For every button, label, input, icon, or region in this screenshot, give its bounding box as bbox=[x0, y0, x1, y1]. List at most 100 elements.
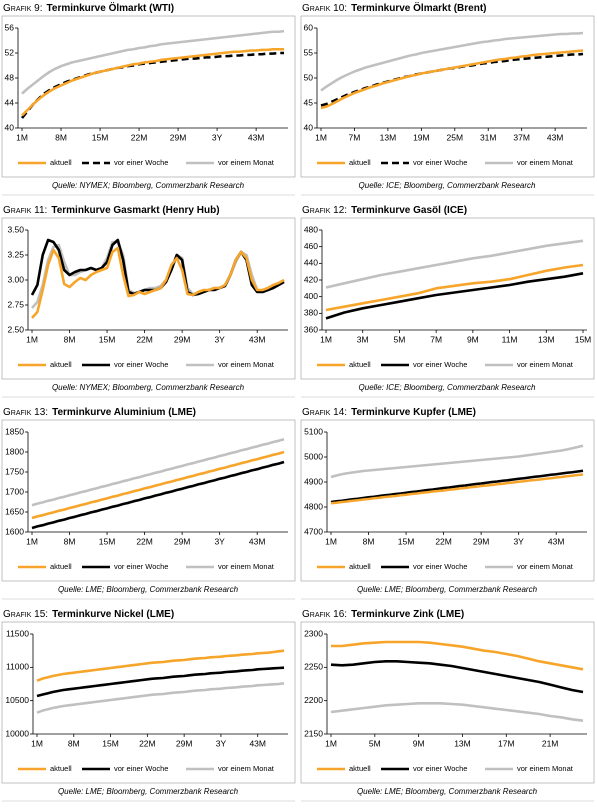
y-tick-label: 10500 bbox=[5, 695, 29, 705]
chart-panel: Grafik 13: Terminkurve Aluminium (LME) 160… bbox=[1, 407, 296, 600]
x-tick-label: 1M bbox=[26, 334, 38, 344]
legend-label: aktuell bbox=[349, 158, 371, 167]
x-tick-label: 1M bbox=[320, 334, 332, 344]
legend-label: vor einem Monat bbox=[517, 764, 574, 773]
chart-frame bbox=[300, 419, 595, 582]
x-tick-label: 8M bbox=[64, 536, 76, 546]
chart-frame bbox=[1, 621, 296, 784]
series-line bbox=[325, 263, 584, 312]
x-tick-label: 7M bbox=[349, 132, 361, 142]
chart-title: Grafik 12: Terminkurve Gasöl (ICE) bbox=[302, 205, 467, 216]
legend-label: vor einer Woche bbox=[114, 158, 168, 167]
chart-title: Grafik 11: Terminkurve Gasmarkt (Henry Hu… bbox=[3, 205, 220, 216]
legend-label: vor einem Monat bbox=[218, 562, 275, 571]
chart-source: Quelle: ICE; Bloomberg, Commerzbank Rese… bbox=[359, 383, 537, 392]
x-tick-label: 5M bbox=[394, 334, 406, 344]
chart-source: Quelle: LME; Bloomberg, Commerzbank Rese… bbox=[357, 585, 538, 594]
x-tick-label: 22M bbox=[131, 132, 148, 142]
chart-source: Quelle: NYMEX; Bloomberg, Commerzbank Re… bbox=[52, 181, 245, 190]
series-line bbox=[325, 272, 584, 320]
series-line bbox=[330, 473, 584, 505]
x-tick-label: 8M bbox=[363, 536, 375, 546]
x-tick-label: 1M bbox=[315, 132, 327, 142]
y-tick-label: 11000 bbox=[6, 662, 29, 672]
legend-label: vor einem Monat bbox=[517, 158, 574, 167]
chart-label: Grafik 16: bbox=[302, 609, 347, 620]
y-tick-label: 1750 bbox=[5, 466, 24, 476]
x-tick-label: 13M bbox=[380, 132, 397, 142]
series-line bbox=[330, 702, 584, 722]
y-tick-label: 480 bbox=[304, 224, 318, 234]
chart-panel: Grafik 16: Terminkurve Zink (LME) 2150 2200… bbox=[300, 609, 595, 802]
series-line bbox=[31, 450, 285, 520]
chart-source: Quelle: ICE; Bloomberg, Commerzbank Rese… bbox=[359, 181, 537, 190]
y-tick-label: 48 bbox=[5, 72, 15, 82]
y-tick-label: 52 bbox=[5, 47, 15, 57]
x-tick-label: 22M bbox=[136, 536, 153, 546]
x-tick-label: 43M bbox=[249, 334, 266, 344]
legend-label: vor einer Woche bbox=[413, 360, 467, 369]
x-tick-label: 43M bbox=[547, 132, 564, 142]
series-line bbox=[325, 239, 584, 289]
y-tick-label: 2150 bbox=[304, 728, 323, 738]
legend-label: vor einem Monat bbox=[517, 360, 574, 369]
x-tick-label: 3M bbox=[357, 334, 369, 344]
chart-title-text: Terminkurve Gasöl (ICE) bbox=[351, 205, 467, 216]
x-tick-label: 9M bbox=[467, 334, 479, 344]
y-tick-label: 4700 bbox=[304, 526, 323, 536]
x-tick-label: 21M bbox=[542, 738, 559, 748]
legend-label: vor einer Woche bbox=[413, 158, 467, 167]
x-tick-label: 29M bbox=[174, 334, 191, 344]
series-line bbox=[21, 47, 284, 117]
chart-source: Quelle: LME; Bloomberg, Commerzbank Rese… bbox=[58, 787, 239, 796]
x-tick-label: 9M bbox=[413, 738, 425, 748]
x-tick-label: 1M bbox=[325, 536, 337, 546]
chart-label: Grafik 14: bbox=[302, 407, 347, 418]
legend-label: aktuell bbox=[50, 764, 72, 773]
x-tick-label: 13M bbox=[454, 738, 471, 748]
y-tick-label: 400 bbox=[304, 291, 318, 301]
y-tick-label: 4800 bbox=[304, 501, 323, 511]
x-tick-label: 3Y bbox=[216, 738, 227, 748]
x-tick-label: 3Y bbox=[212, 132, 223, 142]
legend-label: aktuell bbox=[50, 158, 72, 167]
series-line bbox=[331, 640, 584, 671]
chart-frame bbox=[300, 621, 595, 784]
x-tick-label: 31M bbox=[480, 132, 497, 142]
y-tick-label: 3.50 bbox=[7, 224, 24, 234]
y-tick-label: 50 bbox=[304, 72, 314, 82]
chart-panel: Grafik 15: Terminkurve Nickel (LME)100001… bbox=[1, 609, 296, 802]
x-tick-label: 3Y bbox=[214, 536, 225, 546]
y-tick-label: 360 bbox=[304, 324, 318, 334]
chart-panel: Grafik 14: Terminkurve Kupfer (LME) 4700 48… bbox=[300, 407, 595, 600]
x-tick-label: 43M bbox=[249, 738, 266, 748]
chart-frame bbox=[300, 217, 595, 380]
chart-title-text: Terminkurve Gasmarkt (Henry Hub) bbox=[51, 205, 219, 216]
chart-title: Grafik 10: Terminkurve Ölmarkt (Brent) bbox=[302, 1, 486, 14]
y-tick-label: 1700 bbox=[5, 486, 24, 496]
series-line bbox=[36, 649, 285, 682]
chart-frame bbox=[1, 15, 296, 178]
y-tick-label: 2.50 bbox=[7, 324, 24, 334]
y-tick-label: 4900 bbox=[304, 476, 323, 486]
x-tick-label: 15M bbox=[398, 536, 415, 546]
y-tick-label: 55 bbox=[304, 47, 314, 57]
y-tick-label: 2.75 bbox=[7, 299, 24, 309]
x-tick-label: 43M bbox=[248, 132, 265, 142]
x-tick-label: 29M bbox=[176, 738, 193, 748]
y-tick-label: 2300 bbox=[304, 628, 323, 638]
x-tick-label: 8M bbox=[64, 334, 76, 344]
x-tick-label: 8M bbox=[55, 132, 67, 142]
series-line bbox=[31, 246, 285, 319]
x-tick-label: 1M bbox=[325, 738, 337, 748]
y-tick-label: 11500 bbox=[6, 628, 29, 638]
series-line bbox=[31, 460, 285, 530]
y-tick-label: 2200 bbox=[304, 695, 323, 705]
y-tick-label: 60 bbox=[304, 22, 314, 32]
legend-label: vor einer Woche bbox=[413, 562, 467, 571]
chart-title-text: Terminkurve Aluminium (LME) bbox=[52, 407, 196, 418]
x-tick-label: 22M bbox=[136, 334, 153, 344]
chart-label: Grafik 13: bbox=[3, 407, 48, 418]
series-line bbox=[320, 52, 584, 107]
x-tick-label: 22M bbox=[139, 738, 156, 748]
